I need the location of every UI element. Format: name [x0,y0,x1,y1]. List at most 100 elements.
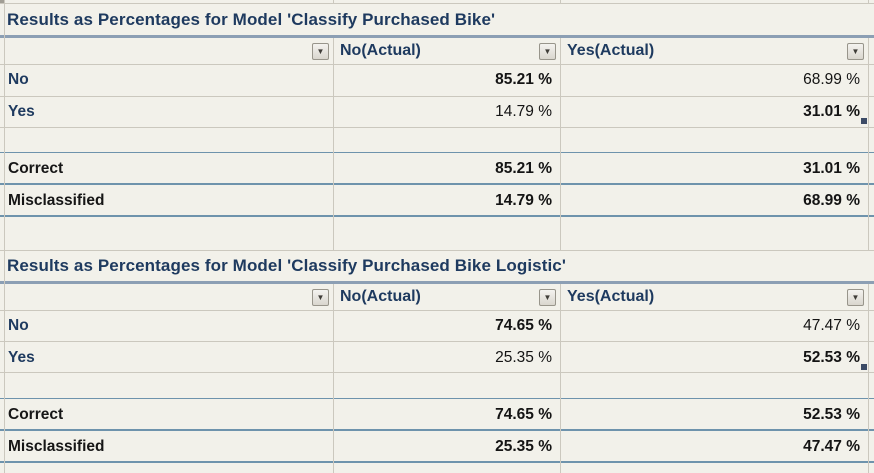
table-row-correct: Correct 85.21 % 31.01 % [0,153,874,185]
table2-correct-bottom-border [0,429,874,431]
gridline-vertical [868,284,869,473]
cell-misclassified-no-actual[interactable]: 25.35 % [495,438,552,455]
filter-dropdown-button[interactable]: ▼ [847,289,864,306]
gridline-horizontal [0,3,874,4]
gridline-vertical [333,284,334,473]
cell-no-no-actual[interactable]: 85.21 % [495,71,552,88]
column-header-yes-actual: Yes(Actual) [567,288,655,305]
gridline-vertical [560,284,561,473]
table-row-misclassified: Misclassified 14.79 % 68.99 % [0,185,874,217]
chevron-down-icon: ▼ [543,46,552,56]
row-label-cell-misclassified[interactable]: Misclassified [4,431,333,463]
row-label-cell-correct[interactable]: Correct [4,153,333,185]
column-header-no-actual: No(Actual) [340,288,421,305]
filter-dropdown-button[interactable]: ▼ [312,43,329,60]
chevron-down-icon: ▼ [316,292,325,302]
row-label-cell-misclassified[interactable]: Misclassified [4,185,333,217]
table2-misclassified-bottom-border [0,461,874,463]
table-row-misclassified: Misclassified 25.35 % 47.47 % [0,431,874,463]
header-cell-predicted[interactable]: ▼ [4,284,333,310]
gridline-horizontal [0,96,874,97]
row-label: Yes [8,348,35,366]
gridline-horizontal [0,341,874,342]
table-row-no: No 74.65 % 47.47 % [0,310,874,342]
cell-yes-yes-actual[interactable]: 52.53 % [803,348,860,366]
row-label-cell-correct[interactable]: Correct [4,399,333,431]
table1-title-underline [0,35,874,38]
header-cell-yes-actual[interactable]: Yes(Actual) ▼ [560,38,868,64]
cell-correct-no-actual[interactable]: 74.65 % [495,406,552,423]
cell-yes-no-actual[interactable]: 14.79 % [495,102,552,120]
filter-dropdown-button[interactable]: ▼ [539,289,556,306]
cell-yes-no-actual[interactable]: 25.35 % [495,348,552,366]
chevron-down-icon: ▼ [851,46,860,56]
header-cell-no-actual[interactable]: No(Actual) ▼ [333,284,560,310]
results-table-classify-purchased-bike-logistic: Results as Percentages for Model 'Classi… [0,250,874,463]
chevron-down-icon: ▼ [543,292,552,302]
header-row: ▼ No(Actual) ▼ Yes(Actual) ▼ [0,284,874,310]
table-resize-handle[interactable] [861,364,867,370]
table-title: Results as Percentages for Model 'Classi… [7,9,496,29]
column-header-yes-actual: Yes(Actual) [567,42,655,59]
row-label-cell-no[interactable]: No [4,310,333,342]
table-title-cell[interactable]: Results as Percentages for Model 'Classi… [0,250,874,281]
cell-misclassified-no-actual[interactable]: 14.79 % [495,192,552,209]
cell-no-yes-actual[interactable]: 47.47 % [803,317,860,334]
gridline-vertical [333,0,334,3]
header-cell-no-actual[interactable]: No(Actual) ▼ [333,38,560,64]
header-cell-yes-actual[interactable]: Yes(Actual) ▼ [560,284,868,310]
table1-correct-bottom-border [0,183,874,185]
table1-correct-top-border [0,152,874,153]
cell-no-yes-actual[interactable]: 68.99 % [803,71,860,88]
gridline-vertical [4,0,5,473]
cell-correct-no-actual[interactable]: 85.21 % [495,160,552,177]
gridline-vertical [333,38,334,250]
gridline-horizontal [0,250,874,251]
row-label: Correct [8,406,64,423]
cell-correct-yes-actual[interactable]: 31.01 % [803,160,860,177]
header-row: ▼ No(Actual) ▼ Yes(Actual) ▼ [0,38,874,64]
table-row-yes: Yes 14.79 % 31.01 % [0,96,874,127]
table1-misclassified-bottom-border [0,215,874,217]
table-row-correct: Correct 74.65 % 52.53 % [0,399,874,431]
filter-dropdown-button[interactable]: ▼ [539,43,556,60]
row-label: Correct [8,160,64,177]
gridline-vertical [560,38,561,250]
chevron-down-icon: ▼ [316,46,325,56]
cell-no-no-actual[interactable]: 74.65 % [495,317,552,334]
table2-title-underline [0,281,874,284]
filter-dropdown-button[interactable]: ▼ [847,43,864,60]
row-label: No [8,71,29,88]
gridline-horizontal [0,64,874,65]
row-label-cell-yes[interactable]: Yes [4,342,333,373]
table-title: Results as Percentages for Model 'Classi… [7,255,566,275]
cell-correct-yes-actual[interactable]: 52.53 % [803,406,860,423]
row-label: No [8,317,29,334]
gridline-vertical [560,0,561,3]
table-row-yes: Yes 25.35 % 52.53 % [0,342,874,373]
row-label: Misclassified [8,438,105,455]
table-row-no: No 85.21 % 68.99 % [0,64,874,96]
gridline-vertical [868,0,869,3]
row-label: Misclassified [8,192,105,209]
gridline-vertical [868,38,869,250]
table-resize-handle[interactable] [861,118,867,124]
cell-yes-yes-actual[interactable]: 31.01 % [803,102,860,120]
gridline-horizontal [0,127,874,128]
top-left-partial-handle [0,0,4,3]
row-label-cell-no[interactable]: No [4,64,333,96]
table-title-cell[interactable]: Results as Percentages for Model 'Classi… [0,4,874,35]
header-cell-predicted[interactable]: ▼ [4,38,333,64]
filter-dropdown-button[interactable]: ▼ [312,289,329,306]
row-label-cell-yes[interactable]: Yes [4,96,333,127]
row-label: Yes [8,102,35,120]
chevron-down-icon: ▼ [851,292,860,302]
cell-misclassified-yes-actual[interactable]: 47.47 % [803,438,860,455]
gridline-horizontal [0,372,874,373]
gridline-horizontal [0,310,874,311]
table2-correct-top-border [0,398,874,399]
cell-misclassified-yes-actual[interactable]: 68.99 % [803,192,860,209]
results-table-classify-purchased-bike: Results as Percentages for Model 'Classi… [0,4,874,217]
column-header-no-actual: No(Actual) [340,42,421,59]
